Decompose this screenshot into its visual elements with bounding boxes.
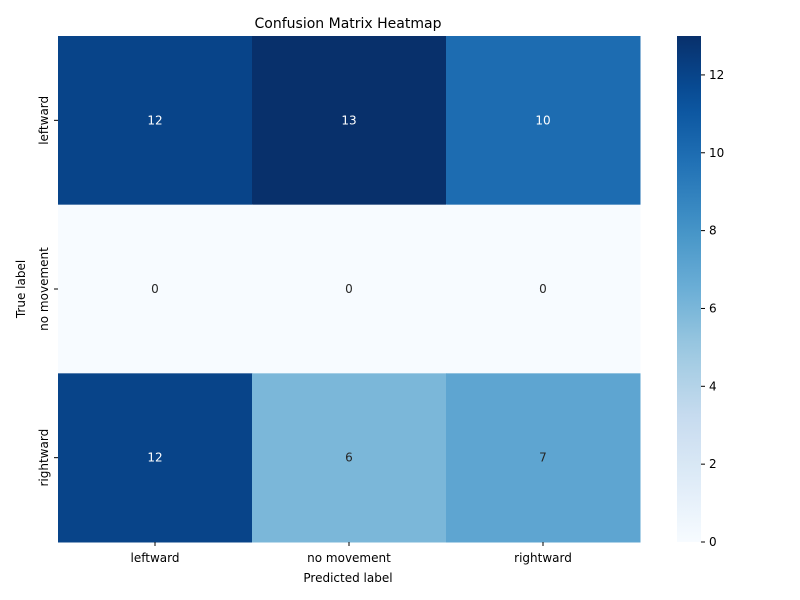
heatmap-cell [252, 373, 447, 543]
cell-value-label: 10 [535, 113, 550, 127]
x-axis-label: Predicted label [303, 571, 392, 585]
colorbar-gradient [677, 36, 701, 542]
heatmap-cell [446, 373, 641, 543]
colorbar-tick-label: 0 [709, 535, 717, 549]
cell-value-label: 6 [345, 451, 353, 465]
x-axis: leftward no movement rightward [131, 542, 572, 565]
cell-value-label: 13 [341, 113, 356, 127]
cell-value-label: 0 [345, 282, 353, 296]
heatmap-cell [446, 204, 641, 374]
y-tick-label: leftward [37, 96, 51, 145]
y-axis-label: True label [14, 260, 28, 319]
heatmap-cell [446, 36, 641, 206]
cell-value-label: 0 [151, 282, 159, 296]
colorbar-tick-label: 2 [709, 457, 717, 471]
x-tick-label: no movement [307, 551, 391, 565]
chart-title: Confusion Matrix Heatmap [255, 16, 442, 32]
cell-value-label: 12 [147, 451, 162, 465]
colorbar-tick-label: 12 [709, 68, 724, 82]
colorbar-tick-label: 10 [709, 146, 724, 160]
heatmap-cell [252, 204, 447, 374]
colorbar-tick-label: 8 [709, 224, 717, 238]
cell-value-label: 12 [147, 113, 162, 127]
heatmap-cell [58, 373, 253, 543]
cell-value-label: 0 [539, 282, 547, 296]
y-tick-label: rightward [37, 429, 51, 487]
heatmap-cells: 12 13 10 0 0 0 12 6 7 [58, 36, 641, 543]
y-axis: leftward no movement rightward [37, 96, 58, 487]
heatmap-cell [58, 36, 253, 206]
heatmap-cell [58, 204, 253, 374]
colorbar-tick-label: 4 [709, 379, 717, 393]
x-tick-label: leftward [131, 551, 180, 565]
colorbar: 0 2 4 6 8 10 12 [677, 36, 724, 549]
cell-value-label: 7 [539, 451, 547, 465]
y-tick-label: no movement [37, 247, 51, 331]
colorbar-tick-label: 6 [709, 301, 717, 315]
x-tick-label: rightward [514, 551, 572, 565]
heatmap-cell [252, 36, 447, 206]
